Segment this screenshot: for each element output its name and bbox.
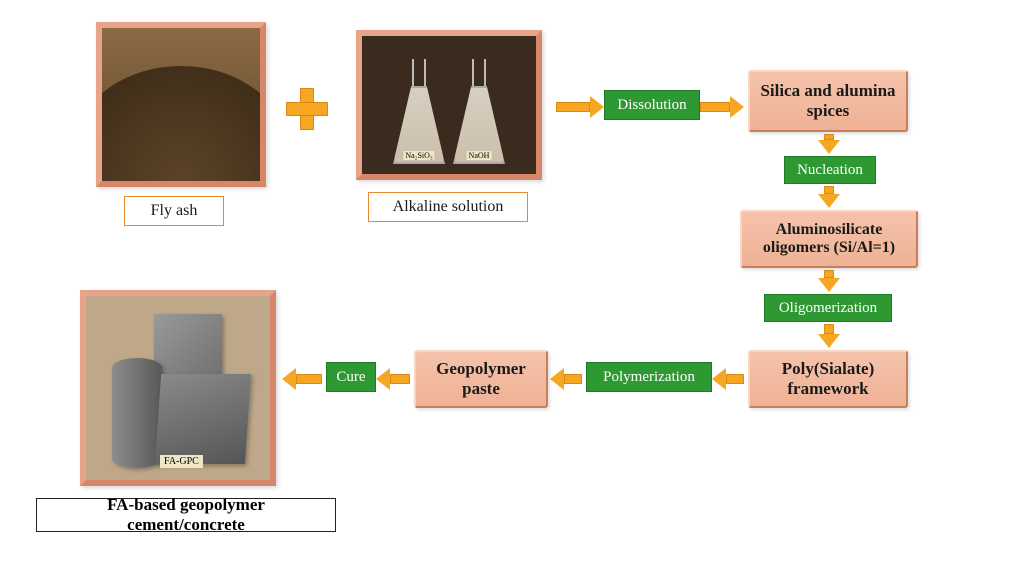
arrow-icon bbox=[376, 370, 410, 388]
concrete-inphoto-label: FA-GPC bbox=[160, 455, 203, 468]
arrow-icon bbox=[700, 98, 744, 116]
arrow-icon bbox=[820, 324, 838, 348]
arrow-icon bbox=[712, 370, 744, 388]
step-cure: Cure bbox=[326, 362, 376, 392]
step-nucleation: Nucleation bbox=[784, 156, 876, 184]
step-oligomerization: Oligomerization bbox=[764, 294, 892, 322]
arrow-icon bbox=[820, 186, 838, 208]
arrow-icon bbox=[550, 370, 582, 388]
flask-label-2: NaOH bbox=[467, 151, 492, 160]
alkaline-caption: Alkaline solution bbox=[368, 192, 528, 222]
alkaline-photo: Na₂SiO₃ NaOH bbox=[362, 36, 536, 174]
alkaline-photo-frame: Na₂SiO₃ NaOH bbox=[356, 30, 542, 180]
final-product-label: FA-based geopolymer cement/concrete bbox=[36, 498, 336, 532]
box-silica: Silica and alumina spices bbox=[748, 70, 908, 132]
box-paste: Geopolymer paste bbox=[414, 350, 548, 408]
arrow-icon bbox=[820, 270, 838, 292]
box-polysialate: Poly(Sialate) framework bbox=[748, 350, 908, 408]
concrete-photo: FA-GPC bbox=[86, 296, 270, 480]
flyash-photo-frame: Fly Ash bbox=[96, 22, 266, 187]
box-oligomers: Aluminosilicate oligomers (Si/Al=1) bbox=[740, 210, 918, 268]
step-dissolution: Dissolution bbox=[604, 90, 700, 120]
flask-label-1: Na₂SiO₃ bbox=[403, 151, 434, 160]
flyash-photo: Fly Ash bbox=[102, 28, 260, 181]
plus-icon bbox=[286, 88, 326, 128]
step-polymerization: Polymerization bbox=[586, 362, 712, 392]
concrete-photo-frame: FA-GPC bbox=[80, 290, 276, 486]
arrow-icon bbox=[282, 370, 322, 388]
arrow-icon bbox=[556, 98, 604, 116]
arrow-icon bbox=[820, 134, 838, 154]
flyash-inphoto-label: Fly Ash bbox=[158, 163, 204, 175]
flyash-caption: Fly ash bbox=[124, 196, 224, 226]
